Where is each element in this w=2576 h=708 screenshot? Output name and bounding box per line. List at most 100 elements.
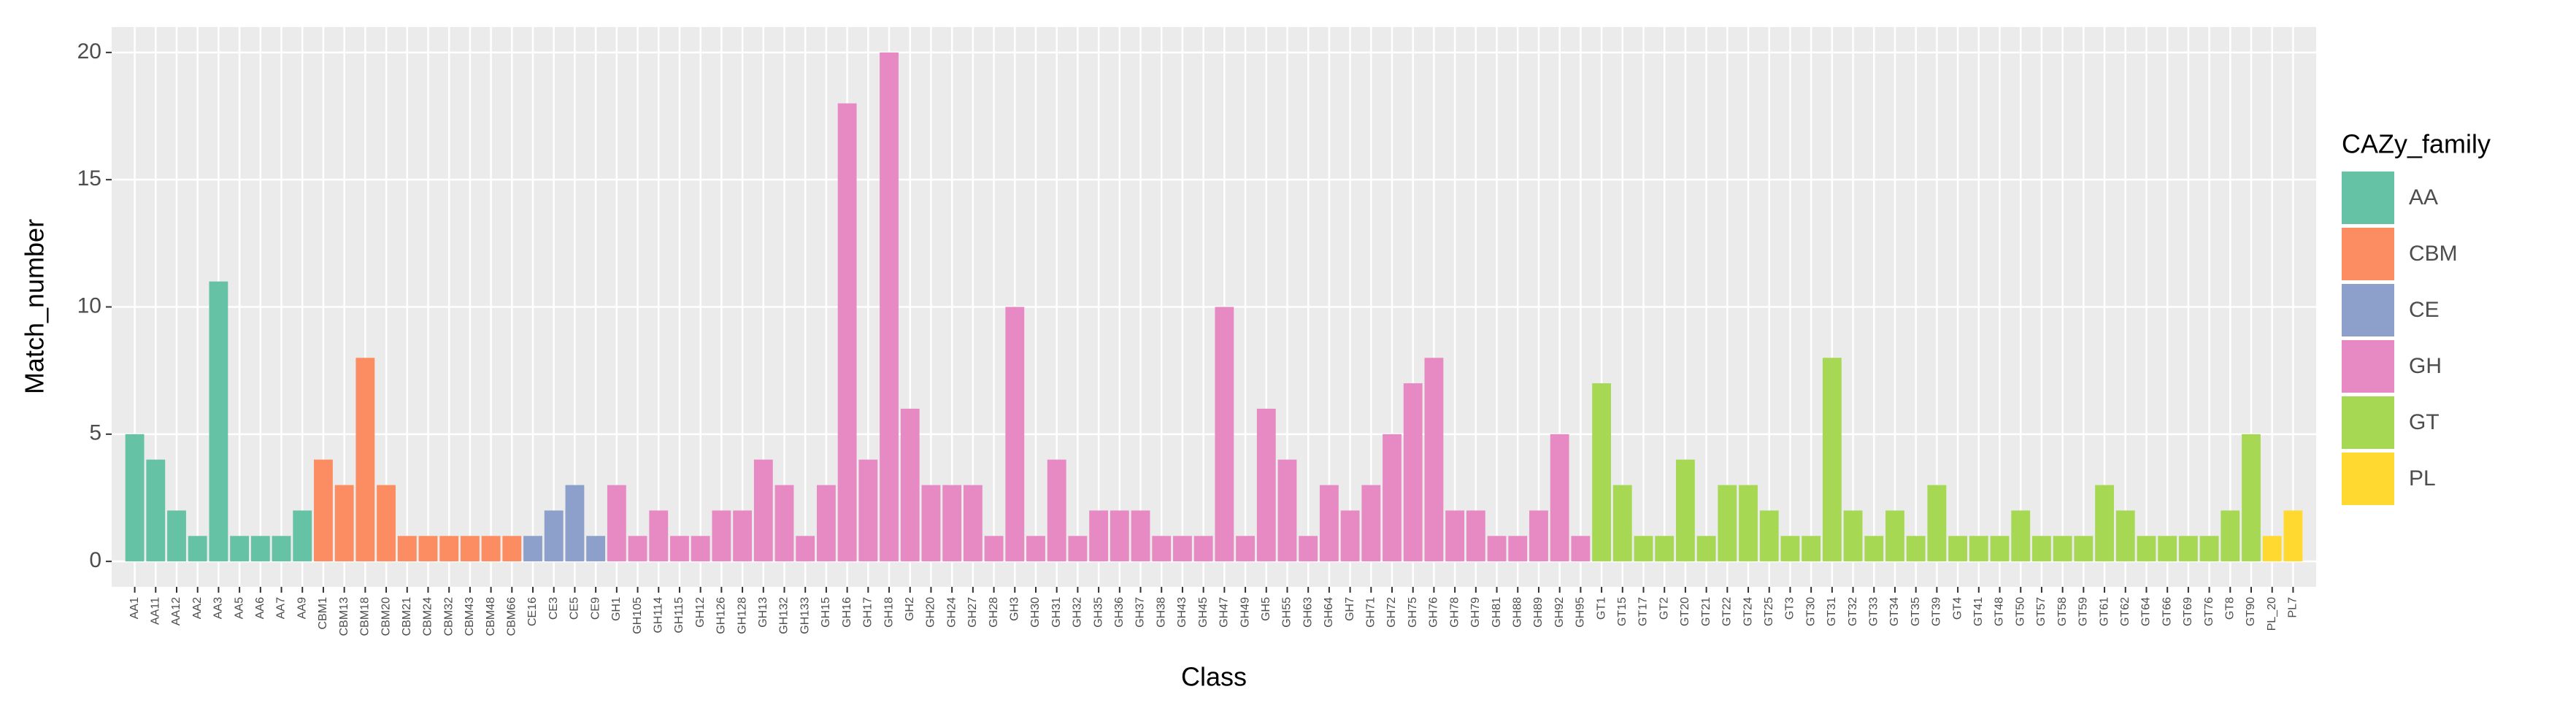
bar xyxy=(921,485,941,562)
x-tick-label: GH31 xyxy=(1050,597,1063,628)
x-tick-label: GH1 xyxy=(610,597,623,621)
bar xyxy=(963,485,983,562)
bar xyxy=(1655,536,1675,562)
x-tick-label: GH43 xyxy=(1176,597,1188,628)
x-tick-label: GH13 xyxy=(757,597,769,628)
x-tick-label: GH78 xyxy=(1448,597,1461,628)
bar xyxy=(670,536,689,562)
x-tick-label: GH114 xyxy=(652,597,664,634)
bar xyxy=(984,536,1004,562)
x-tick-label: GH27 xyxy=(966,597,979,628)
x-tick-label: GT64 xyxy=(2140,597,2153,626)
bar xyxy=(1802,536,1821,562)
x-tick-label: GT2 xyxy=(1658,597,1670,620)
x-tick-label: GT30 xyxy=(1804,597,1817,626)
x-tick-label: GT66 xyxy=(2161,597,2173,626)
bar xyxy=(2053,536,2072,562)
x-tick-label: GH15 xyxy=(820,597,832,628)
x-tick-label: GT20 xyxy=(1679,597,1691,626)
x-tick-label: GH105 xyxy=(631,597,644,634)
bar xyxy=(1152,536,1172,562)
x-tick-label: CE5 xyxy=(569,597,581,620)
bar xyxy=(1927,485,1947,562)
x-tick-label: GT61 xyxy=(2098,597,2110,626)
bar xyxy=(816,485,836,562)
bar xyxy=(230,536,250,562)
x-tick-label: GH12 xyxy=(694,597,707,628)
x-tick-label: PL7 xyxy=(2287,597,2299,618)
x-tick-label: CE16 xyxy=(526,597,539,626)
bar xyxy=(1005,307,1025,562)
x-tick-label: CBM21 xyxy=(401,597,413,636)
x-tick-label: GT39 xyxy=(1931,597,1943,626)
x-tick-label: AA1 xyxy=(128,597,141,619)
bar xyxy=(1110,510,1129,562)
bar xyxy=(377,485,396,562)
y-tick-label: 5 xyxy=(89,421,101,445)
bar xyxy=(1068,536,1088,562)
x-tick-label: GH45 xyxy=(1197,597,1210,628)
x-tick-label: AA3 xyxy=(212,597,225,619)
bar xyxy=(1299,536,1318,562)
x-tick-label: GH115 xyxy=(673,597,685,634)
x-tick-label: CBM1 xyxy=(317,597,329,630)
bar xyxy=(733,510,753,562)
bar xyxy=(2032,536,2051,562)
bar xyxy=(1445,510,1465,562)
x-tick-label: GT58 xyxy=(2056,597,2069,626)
x-tick-label: GH47 xyxy=(1218,597,1231,628)
x-tick-label: AA12 xyxy=(170,597,182,626)
x-tick-label: GH36 xyxy=(1113,597,1126,628)
x-tick-label: GT34 xyxy=(1888,597,1901,626)
bar xyxy=(586,536,606,562)
x-tick-label: GH132 xyxy=(778,597,791,634)
x-tick-label: GH37 xyxy=(1134,597,1147,628)
bar xyxy=(2158,536,2177,562)
bar xyxy=(649,510,669,562)
legend-key xyxy=(2342,284,2394,336)
x-tick-label: GT22 xyxy=(1721,597,1734,626)
bar xyxy=(1026,536,1045,562)
x-tick-label: AA6 xyxy=(254,597,266,619)
x-tick-label: AA7 xyxy=(275,597,288,619)
legend-key xyxy=(2342,340,2394,393)
x-tick-label: CE3 xyxy=(547,597,560,620)
bar xyxy=(2074,536,2094,562)
x-tick-label: GH32 xyxy=(1072,597,1084,628)
x-tick-label: GH49 xyxy=(1239,597,1251,628)
legend-label: CBM xyxy=(2409,242,2458,266)
bar xyxy=(250,536,270,562)
bar xyxy=(418,536,438,562)
bar xyxy=(900,408,920,562)
bar xyxy=(858,459,878,562)
bar xyxy=(2262,536,2282,562)
bar xyxy=(1089,510,1109,562)
bar xyxy=(1403,383,1423,562)
bar xyxy=(439,536,459,562)
x-tick-label: CBM13 xyxy=(338,597,350,636)
x-tick-label: GT3 xyxy=(1784,597,1796,620)
bar xyxy=(837,103,857,562)
legend-label: PL xyxy=(2409,466,2436,490)
x-tick-label: CBM48 xyxy=(485,597,497,636)
x-tick-label: GH17 xyxy=(862,597,874,628)
legend-key xyxy=(2342,453,2394,505)
bar xyxy=(2115,510,2135,562)
x-tick-label: GH64 xyxy=(1323,597,1335,628)
bar xyxy=(880,52,899,562)
bar xyxy=(1361,485,1381,562)
x-tick-label: CBM24 xyxy=(422,597,434,636)
bar xyxy=(1193,536,1213,562)
bar xyxy=(502,536,522,562)
x-tick-label: GH35 xyxy=(1092,597,1104,628)
legend-key xyxy=(2342,228,2394,280)
x-tick-label: GT17 xyxy=(1637,597,1650,626)
y-axis-title: Match_number xyxy=(20,219,50,394)
bar xyxy=(544,510,564,562)
bar xyxy=(1424,358,1444,562)
legend-label: AA xyxy=(2409,185,2438,209)
bar xyxy=(942,485,962,562)
legend-label: GT xyxy=(2409,410,2439,434)
x-tick-label: GH24 xyxy=(945,597,958,628)
